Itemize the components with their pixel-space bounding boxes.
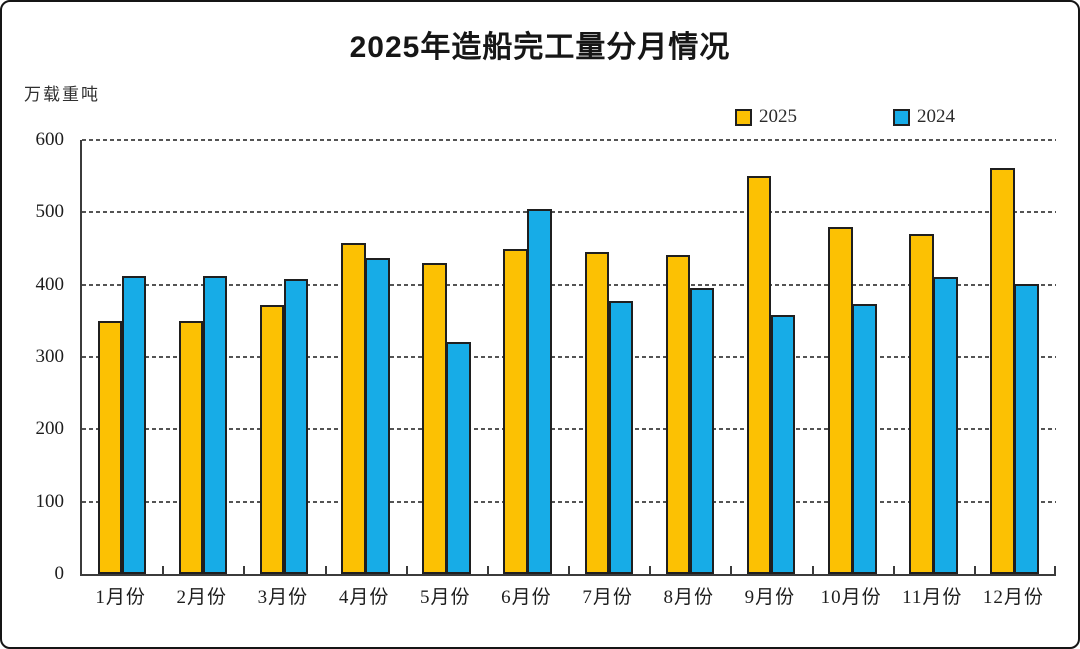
bar-2024-1月份	[121, 276, 146, 574]
legend-swatch-2025	[735, 108, 752, 126]
bar-2024-9月份	[770, 315, 796, 574]
bar-2025-3月份	[259, 304, 285, 574]
x-tick-label-9月份: 9月份	[744, 587, 796, 608]
x-tick-label-2月份: 2月份	[176, 587, 227, 608]
x-axis-tick	[243, 566, 246, 574]
x-axis-tick	[973, 566, 976, 574]
bar-2024-10月份	[852, 304, 877, 574]
x-axis-tick	[568, 566, 570, 574]
y-tick-label-600: 600	[35, 129, 65, 150]
x-axis-end-tick	[1054, 566, 1056, 574]
x-tick-label-4月份: 4月份	[338, 587, 390, 608]
x-axis-tick	[649, 566, 652, 574]
bar-2024-7月份	[608, 301, 633, 574]
x-tick-label-11月份: 11月份	[902, 587, 963, 608]
x-tick-label-8月份: 8月份	[663, 587, 714, 608]
bar-2024-12月份	[1014, 283, 1039, 574]
legend-swatch-2024	[893, 108, 910, 126]
legend-item-2025: 2025	[735, 106, 797, 128]
bar-2024-5月份	[446, 341, 471, 574]
bar-2025-7月份	[584, 252, 609, 574]
legend: 2025 2024	[735, 106, 955, 128]
bar-2024-8月份	[689, 288, 715, 574]
x-tick-label-10月份: 10月份	[820, 587, 882, 608]
x-tick-label-1月份: 1月份	[95, 587, 146, 608]
bar-2024-6月份	[527, 208, 552, 574]
x-tick-label-12月份: 12月份	[982, 587, 1044, 608]
x-axis-tick	[730, 566, 733, 574]
gridline-400	[82, 283, 1056, 286]
bar-2025-10月份	[828, 226, 853, 574]
bar-2025-5月份	[422, 262, 447, 574]
x-axis-labels: 1月份 2月份 3月份 4月份 5月份 6月份 7月份 8月份 9月份 10月份 11月份 12月份	[80, 582, 1054, 612]
bar-2025-2月份	[178, 320, 204, 574]
legend-label-2024: 2024	[917, 106, 955, 127]
x-axis-tick	[892, 566, 895, 574]
legend-item-2024: 2024	[893, 106, 955, 128]
y-tick-label-0: 0	[54, 563, 65, 584]
x-axis-tick	[162, 566, 165, 574]
bar-2024-4月份	[365, 257, 390, 574]
x-tick-label-6月份: 6月份	[501, 587, 552, 608]
x-axis-tick	[324, 566, 327, 574]
plot-area	[80, 139, 1056, 576]
bar-2025-12月份	[990, 167, 1015, 574]
x-tick-label-5月份: 5月份	[419, 587, 471, 608]
gridline-300	[82, 356, 1056, 358]
gridline-600	[82, 139, 1056, 141]
y-tick-label-400: 400	[35, 273, 65, 295]
y-axis-labels: 600 500 400 300 200 100 0	[2, 130, 72, 584]
bar-2025-1月份	[97, 320, 122, 574]
gridline-100	[82, 500, 1056, 503]
x-axis-tick	[405, 566, 408, 574]
bar-2025-6月份	[503, 248, 528, 574]
x-tick-label-7月份: 7月份	[582, 587, 633, 608]
gridline-200	[82, 428, 1056, 431]
y-tick-label-300: 300	[35, 346, 65, 367]
y-tick-label-200: 200	[35, 418, 65, 440]
bar-2025-11月份	[909, 234, 934, 574]
bar-2024-3月份	[283, 278, 309, 574]
bar-2024-2月份	[202, 276, 228, 574]
bar-2024-11月份	[933, 277, 958, 574]
y-tick-label-500: 500	[35, 201, 65, 223]
gridline-500	[82, 211, 1056, 214]
y-axis-unit-label: 万载重吨	[24, 85, 100, 104]
x-axis-tick	[486, 566, 489, 574]
bar-2025-9月份	[746, 176, 772, 574]
chart-title: 2025年造船完工量分月情况	[349, 31, 731, 64]
x-axis-tick	[811, 566, 814, 574]
legend-label-2025: 2025	[759, 106, 797, 127]
x-tick-label-3月份: 3月份	[257, 587, 309, 608]
y-tick-label-100: 100	[35, 490, 65, 512]
bar-2025-4月份	[341, 243, 366, 574]
bar-2025-8月份	[665, 255, 691, 574]
